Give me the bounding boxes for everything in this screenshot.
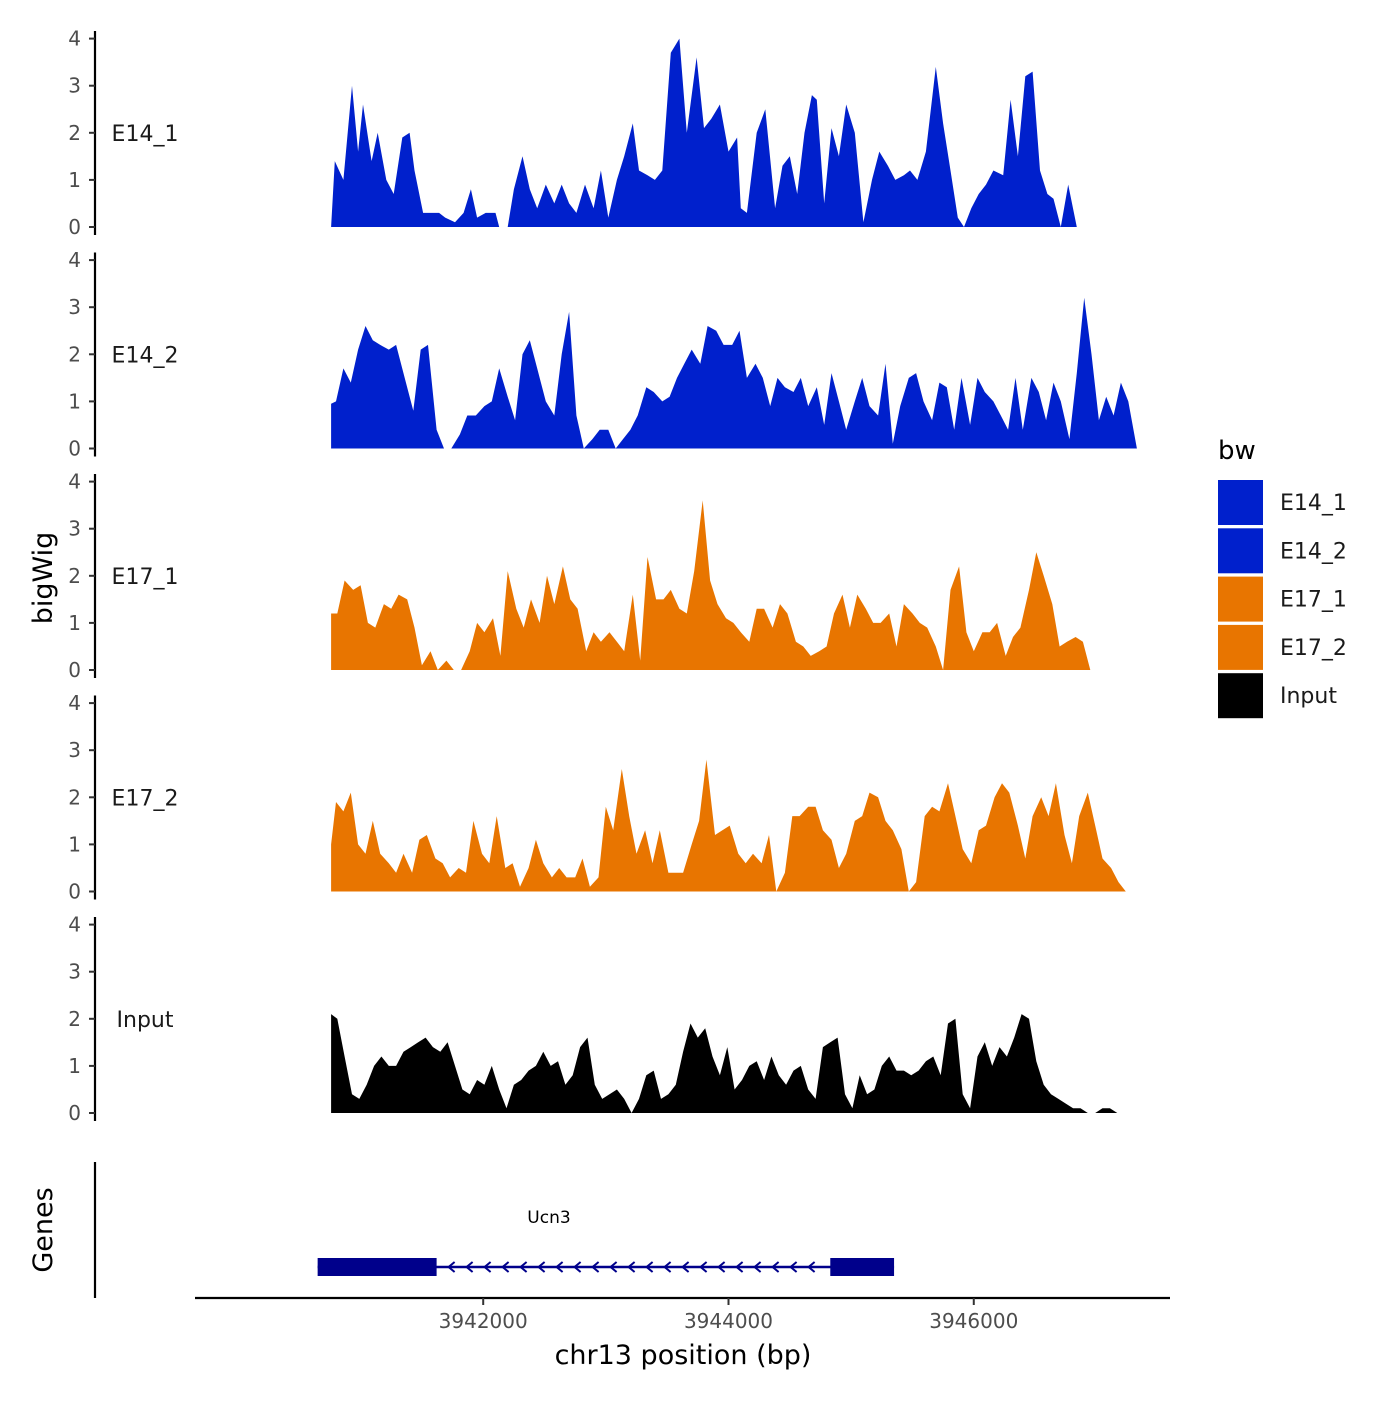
legend-swatch: [1218, 480, 1263, 525]
coverage-area-Input: [331, 1014, 1137, 1113]
x-tick-label: 3944000: [684, 1309, 773, 1333]
legend-swatch: [1218, 528, 1263, 574]
y-tick-label: 1: [68, 389, 81, 413]
y-tick-label: 3: [68, 295, 81, 319]
strand-arrow: [663, 1261, 672, 1273]
strand-arrow: [627, 1261, 636, 1273]
y-tick-label: 2: [68, 121, 81, 145]
y-tick-label: 1: [68, 1054, 81, 1078]
track-label: Input: [117, 1008, 174, 1033]
y-tick-label: 2: [68, 785, 81, 809]
legend-swatch: [1218, 576, 1263, 622]
legend: E14_1 E14_2 E17_1 E17_2 Input: [1218, 480, 1347, 719]
strand-arrow: [681, 1261, 690, 1273]
strand-arrow: [609, 1261, 618, 1273]
strand-arrow: [699, 1261, 708, 1273]
y-tick-label: 4: [68, 470, 81, 494]
genes-track-title: Genes: [28, 1187, 59, 1272]
track-label: E17_2: [112, 786, 179, 811]
strand-arrow: [771, 1261, 780, 1273]
y-tick-label: 4: [68, 27, 81, 51]
y-tick-label: 2: [68, 1007, 81, 1031]
strand-arrow: [447, 1261, 456, 1273]
x-axis: 3942000 3944000 3946000: [195, 1296, 1170, 1333]
legend-label: E14_1: [1280, 491, 1347, 516]
y-tick-label: 2: [68, 342, 81, 366]
legend-item-E17_2: E17_2: [1218, 624, 1347, 670]
coverage-area-E17_1: [331, 500, 1137, 670]
gene-exon: [830, 1258, 895, 1276]
strand-arrow: [537, 1261, 546, 1273]
legend-title: bw: [1218, 436, 1256, 466]
track-label: E14_2: [112, 343, 179, 368]
strand-arrow: [555, 1261, 564, 1273]
coverage-area-E14_2: [331, 297, 1137, 449]
x-axis-title: chr13 position (bp): [555, 1340, 812, 1371]
y-tick-label: 4: [68, 248, 81, 272]
y-tick-label: 4: [68, 913, 81, 937]
x-tick-label: 3942000: [439, 1309, 528, 1333]
y-tick-label: 2: [68, 564, 81, 588]
strand-arrow: [807, 1261, 816, 1273]
track-E17_1: 0 1 2 3 4 E17_1: [68, 470, 1137, 682]
track-Input: 0 1 2 3 4 Input: [68, 913, 1137, 1125]
track-E17_2: 0 1 2 3 4 E17_2: [68, 691, 1137, 904]
y-tick-label: 0: [68, 1101, 81, 1125]
y-tick-label: 1: [68, 611, 81, 635]
strand-arrow: [591, 1261, 600, 1273]
legend-label: Input: [1280, 684, 1337, 709]
legend-item-E14_1: E14_1: [1218, 480, 1347, 525]
strand-arrow: [501, 1261, 510, 1273]
genes-track: Ucn3: [93, 1162, 895, 1298]
gene-Ucn3: Ucn3: [317, 1208, 895, 1276]
y-tick-label: 0: [68, 658, 81, 682]
x-tick-label: 3946000: [929, 1309, 1018, 1333]
strand-arrow: [645, 1261, 654, 1273]
y-axis-title: bigWig: [28, 532, 59, 625]
y-tick-label: 3: [68, 517, 81, 541]
y-tick-label: 1: [68, 832, 81, 856]
y-tick-label: 4: [68, 691, 81, 715]
y-tick-label: 3: [68, 738, 81, 762]
legend-label: E14_2: [1280, 539, 1347, 564]
strand-arrow: [753, 1261, 762, 1273]
strand-arrow: [573, 1261, 582, 1273]
y-tick-label: 1: [68, 168, 81, 192]
coverage-area-E14_1: [331, 38, 1137, 227]
coverage-area-E17_2: [331, 759, 1137, 892]
legend-item-E17_1: E17_1: [1218, 576, 1347, 622]
legend-item-Input: Input: [1218, 673, 1337, 719]
strand-arrow: [735, 1261, 744, 1273]
y-tick-label: 3: [68, 960, 81, 984]
y-tick-label: 0: [68, 880, 81, 904]
gene-label: Ucn3: [527, 1208, 570, 1228]
track-E14_2: 0 1 2 3 4 E14_2: [68, 248, 1137, 461]
legend-label: E17_2: [1280, 636, 1347, 661]
strand-arrow: [519, 1261, 528, 1273]
legend-swatch: [1218, 624, 1263, 670]
legend-label: E17_1: [1280, 588, 1347, 613]
legend-item-E14_2: E14_2: [1218, 528, 1347, 574]
strand-arrow: [789, 1261, 798, 1273]
strand-arrow: [465, 1261, 474, 1273]
track-E14_1: 0 1 2 3 4 E14_1: [68, 27, 1137, 239]
y-tick-label: 3: [68, 74, 81, 98]
track-label: E17_1: [112, 565, 179, 590]
y-tick-label: 0: [68, 437, 81, 461]
track-label: E14_1: [112, 122, 179, 147]
strand-arrow: [717, 1261, 726, 1273]
gene-exon: [317, 1258, 437, 1276]
legend-swatch: [1218, 673, 1263, 719]
coverage-tracks: 0 1 2 3 4 E14_1 0 1 2 3 4 E14_2 0 1 2 3 4 E17_1 0 1 2 3 4 E17_2…: [68, 27, 1137, 1125]
y-tick-label: 0: [68, 215, 81, 239]
strand-arrow: [483, 1261, 492, 1273]
